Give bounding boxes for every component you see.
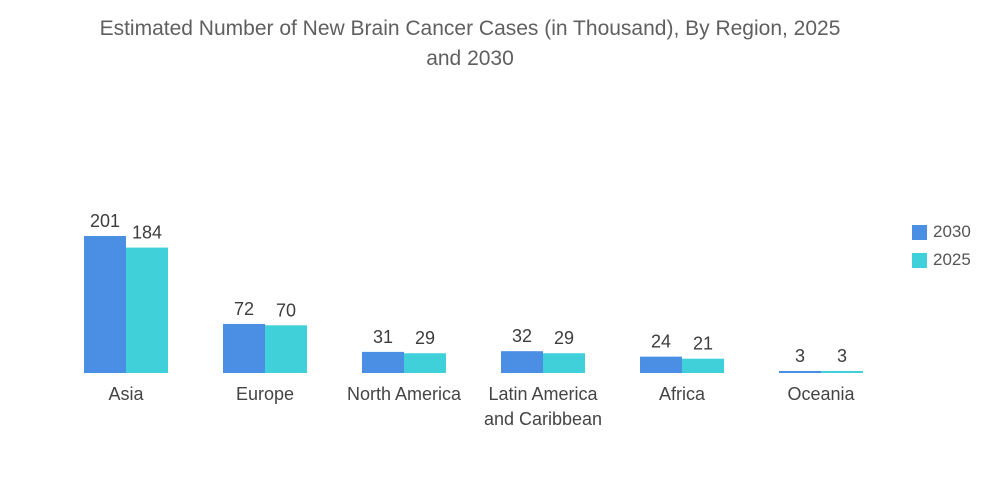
data-labels-group: 201 184 72 70 31 29 32 29 24 21 3 3: [90, 211, 847, 366]
data-label-2-5: 3: [837, 346, 847, 366]
bar-2-4: [682, 358, 724, 373]
data-label-1-1: 72: [234, 299, 254, 319]
x-tick-label-3-1: and Caribbean: [484, 409, 602, 429]
bar-2-5: [821, 370, 863, 373]
data-label-2-0: 184: [132, 223, 162, 243]
bar-1-4: [640, 356, 682, 373]
bar-1-2: [362, 351, 404, 373]
legend-swatch-series-1: [912, 224, 927, 240]
bar-1-5: [779, 370, 821, 373]
bars-group: [84, 236, 863, 373]
x-tick-label-4-0: Africa: [659, 384, 706, 404]
data-label-2-3: 29: [554, 328, 574, 348]
legend-swatch-series-2: [912, 252, 927, 268]
data-label-1-5: 3: [795, 346, 805, 366]
data-label-2-1: 70: [276, 300, 296, 320]
legend-item-series-2: 2025: [912, 246, 971, 274]
legend-label-series-1: 2030: [933, 222, 971, 241]
x-tick-label-1-0: Europe: [236, 384, 294, 404]
bar-2-0: [126, 247, 168, 373]
legend: 2030 2025: [912, 218, 971, 274]
bar-2-2: [404, 353, 446, 373]
x-tick-label-5-0: Oceania: [787, 384, 855, 404]
data-label-1-0: 201: [90, 211, 120, 231]
chart-title-line-2: and 2030: [426, 47, 514, 70]
data-label-2-4: 21: [693, 334, 713, 354]
data-label-1-3: 32: [512, 326, 532, 346]
x-tick-label-2-0: North America: [347, 384, 462, 404]
legend-label-series-2: 2025: [933, 250, 971, 269]
data-label-1-4: 24: [651, 332, 671, 352]
data-label-1-2: 31: [373, 327, 393, 347]
bar-1-1: [223, 323, 265, 373]
bar-2-1: [265, 325, 307, 373]
legend-item-series-1: 2030: [912, 218, 971, 246]
bar-1-3: [501, 351, 543, 373]
x-tick-label-0-0: Asia: [108, 384, 144, 404]
chart-title: Estimated Number of New Brain Cancer Cas…: [40, 14, 900, 74]
x-axis-tick-labels: Asia Europe North America Latin America and …: [108, 384, 855, 429]
bar-1-0: [84, 236, 126, 373]
chart-title-line-1: Estimated Number of New Brain Cancer Cas…: [99, 17, 841, 40]
bar-2-3: [543, 353, 585, 373]
data-label-2-2: 29: [415, 328, 435, 348]
x-tick-label-3-0: Latin America: [488, 384, 598, 404]
